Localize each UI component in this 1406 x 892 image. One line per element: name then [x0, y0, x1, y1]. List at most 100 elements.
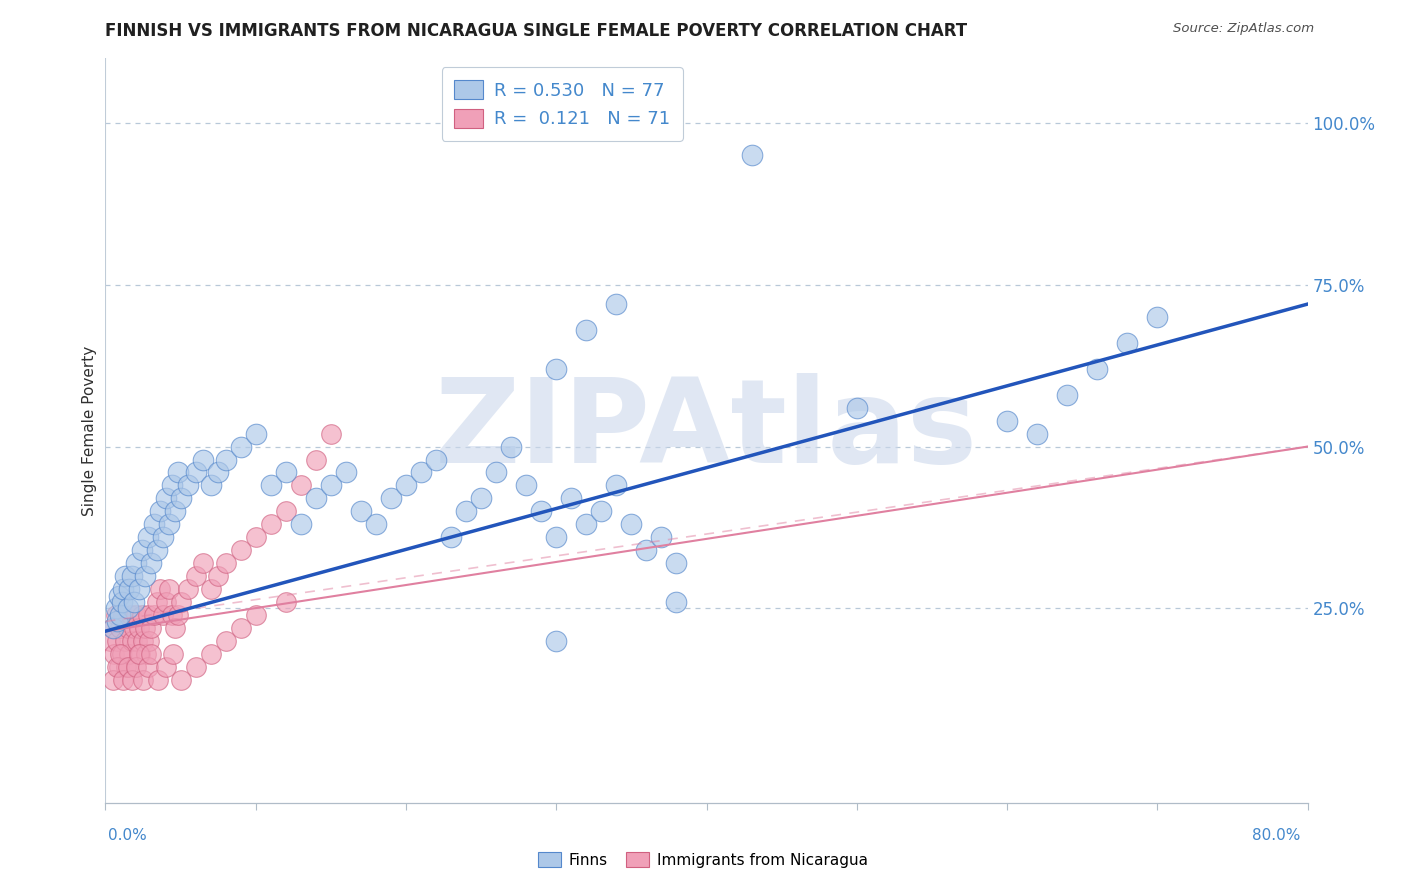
Point [166, 607, 188, 622]
Point [546, 530, 568, 544]
Point [122, 595, 145, 609]
Point [98, 633, 121, 648]
Point [118, 647, 141, 661]
Point [101, 621, 124, 635]
Point [148, 582, 170, 596]
Point [229, 440, 252, 454]
Point [145, 543, 167, 558]
Point [245, 530, 267, 544]
Point [112, 607, 135, 622]
Point [191, 556, 214, 570]
Point [152, 607, 174, 622]
Point [110, 607, 132, 622]
Point [124, 607, 146, 622]
Point [160, 478, 183, 492]
Point [131, 543, 153, 558]
Point [145, 595, 167, 609]
Point [454, 504, 477, 518]
Point [560, 491, 582, 506]
Point [115, 660, 138, 674]
Point [546, 633, 568, 648]
Point [260, 478, 283, 492]
Point [139, 647, 162, 661]
Legend: Finns, Immigrants from Nicaragua: Finns, Immigrants from Nicaragua [531, 846, 875, 873]
Point [120, 607, 142, 622]
Text: 80.0%: 80.0% [1253, 829, 1301, 843]
Point [229, 621, 252, 635]
Point [546, 362, 568, 376]
Point [139, 556, 162, 570]
Point [136, 607, 159, 622]
Point [157, 582, 180, 596]
Point [501, 440, 523, 454]
Point [107, 633, 129, 648]
Point [319, 478, 342, 492]
Point [142, 517, 165, 532]
Point [229, 543, 252, 558]
Point [146, 673, 169, 687]
Point [1116, 335, 1139, 350]
Point [148, 504, 170, 518]
Point [152, 530, 174, 544]
Point [425, 452, 447, 467]
Point [128, 582, 150, 596]
Point [350, 504, 373, 518]
Point [575, 323, 598, 337]
Point [200, 478, 222, 492]
Text: Source: ZipAtlas.com: Source: ZipAtlas.com [1174, 22, 1315, 36]
Point [530, 504, 553, 518]
Point [274, 504, 297, 518]
Point [112, 582, 135, 596]
Point [214, 556, 236, 570]
Point [107, 615, 129, 629]
Point [107, 660, 129, 674]
Point [845, 401, 868, 415]
Point [110, 647, 132, 661]
Point [636, 543, 658, 558]
Point [665, 556, 688, 570]
Point [470, 491, 492, 506]
Point [121, 673, 143, 687]
Point [184, 569, 207, 583]
Point [335, 466, 357, 480]
Point [605, 297, 627, 311]
Point [155, 660, 177, 674]
Point [380, 491, 402, 506]
Point [166, 466, 188, 480]
Point [290, 478, 312, 492]
Point [395, 478, 418, 492]
Point [108, 589, 131, 603]
Point [305, 491, 328, 506]
Point [121, 569, 143, 583]
Text: FINNISH VS IMMIGRANTS FROM NICARAGUA SINGLE FEMALE POVERTY CORRELATION CHART: FINNISH VS IMMIGRANTS FROM NICARAGUA SIN… [105, 22, 967, 40]
Point [245, 607, 267, 622]
Point [139, 621, 162, 635]
Point [665, 595, 688, 609]
Point [142, 607, 165, 622]
Point [124, 556, 146, 570]
Point [136, 530, 159, 544]
Point [575, 517, 598, 532]
Point [157, 517, 180, 532]
Point [138, 633, 160, 648]
Point [207, 569, 229, 583]
Text: ZIPAtlas: ZIPAtlas [434, 373, 979, 488]
Point [741, 148, 763, 162]
Point [101, 621, 124, 635]
Point [134, 621, 156, 635]
Point [135, 647, 157, 661]
Point [103, 647, 125, 661]
Point [305, 452, 328, 467]
Point [191, 452, 214, 467]
Point [1085, 362, 1108, 376]
Point [162, 647, 184, 661]
Point [132, 633, 155, 648]
Point [104, 601, 127, 615]
Point [650, 530, 672, 544]
Text: 0.0%: 0.0% [108, 829, 148, 843]
Point [110, 621, 132, 635]
Point [121, 633, 143, 648]
Point [114, 633, 136, 648]
Point [485, 466, 508, 480]
Point [515, 478, 537, 492]
